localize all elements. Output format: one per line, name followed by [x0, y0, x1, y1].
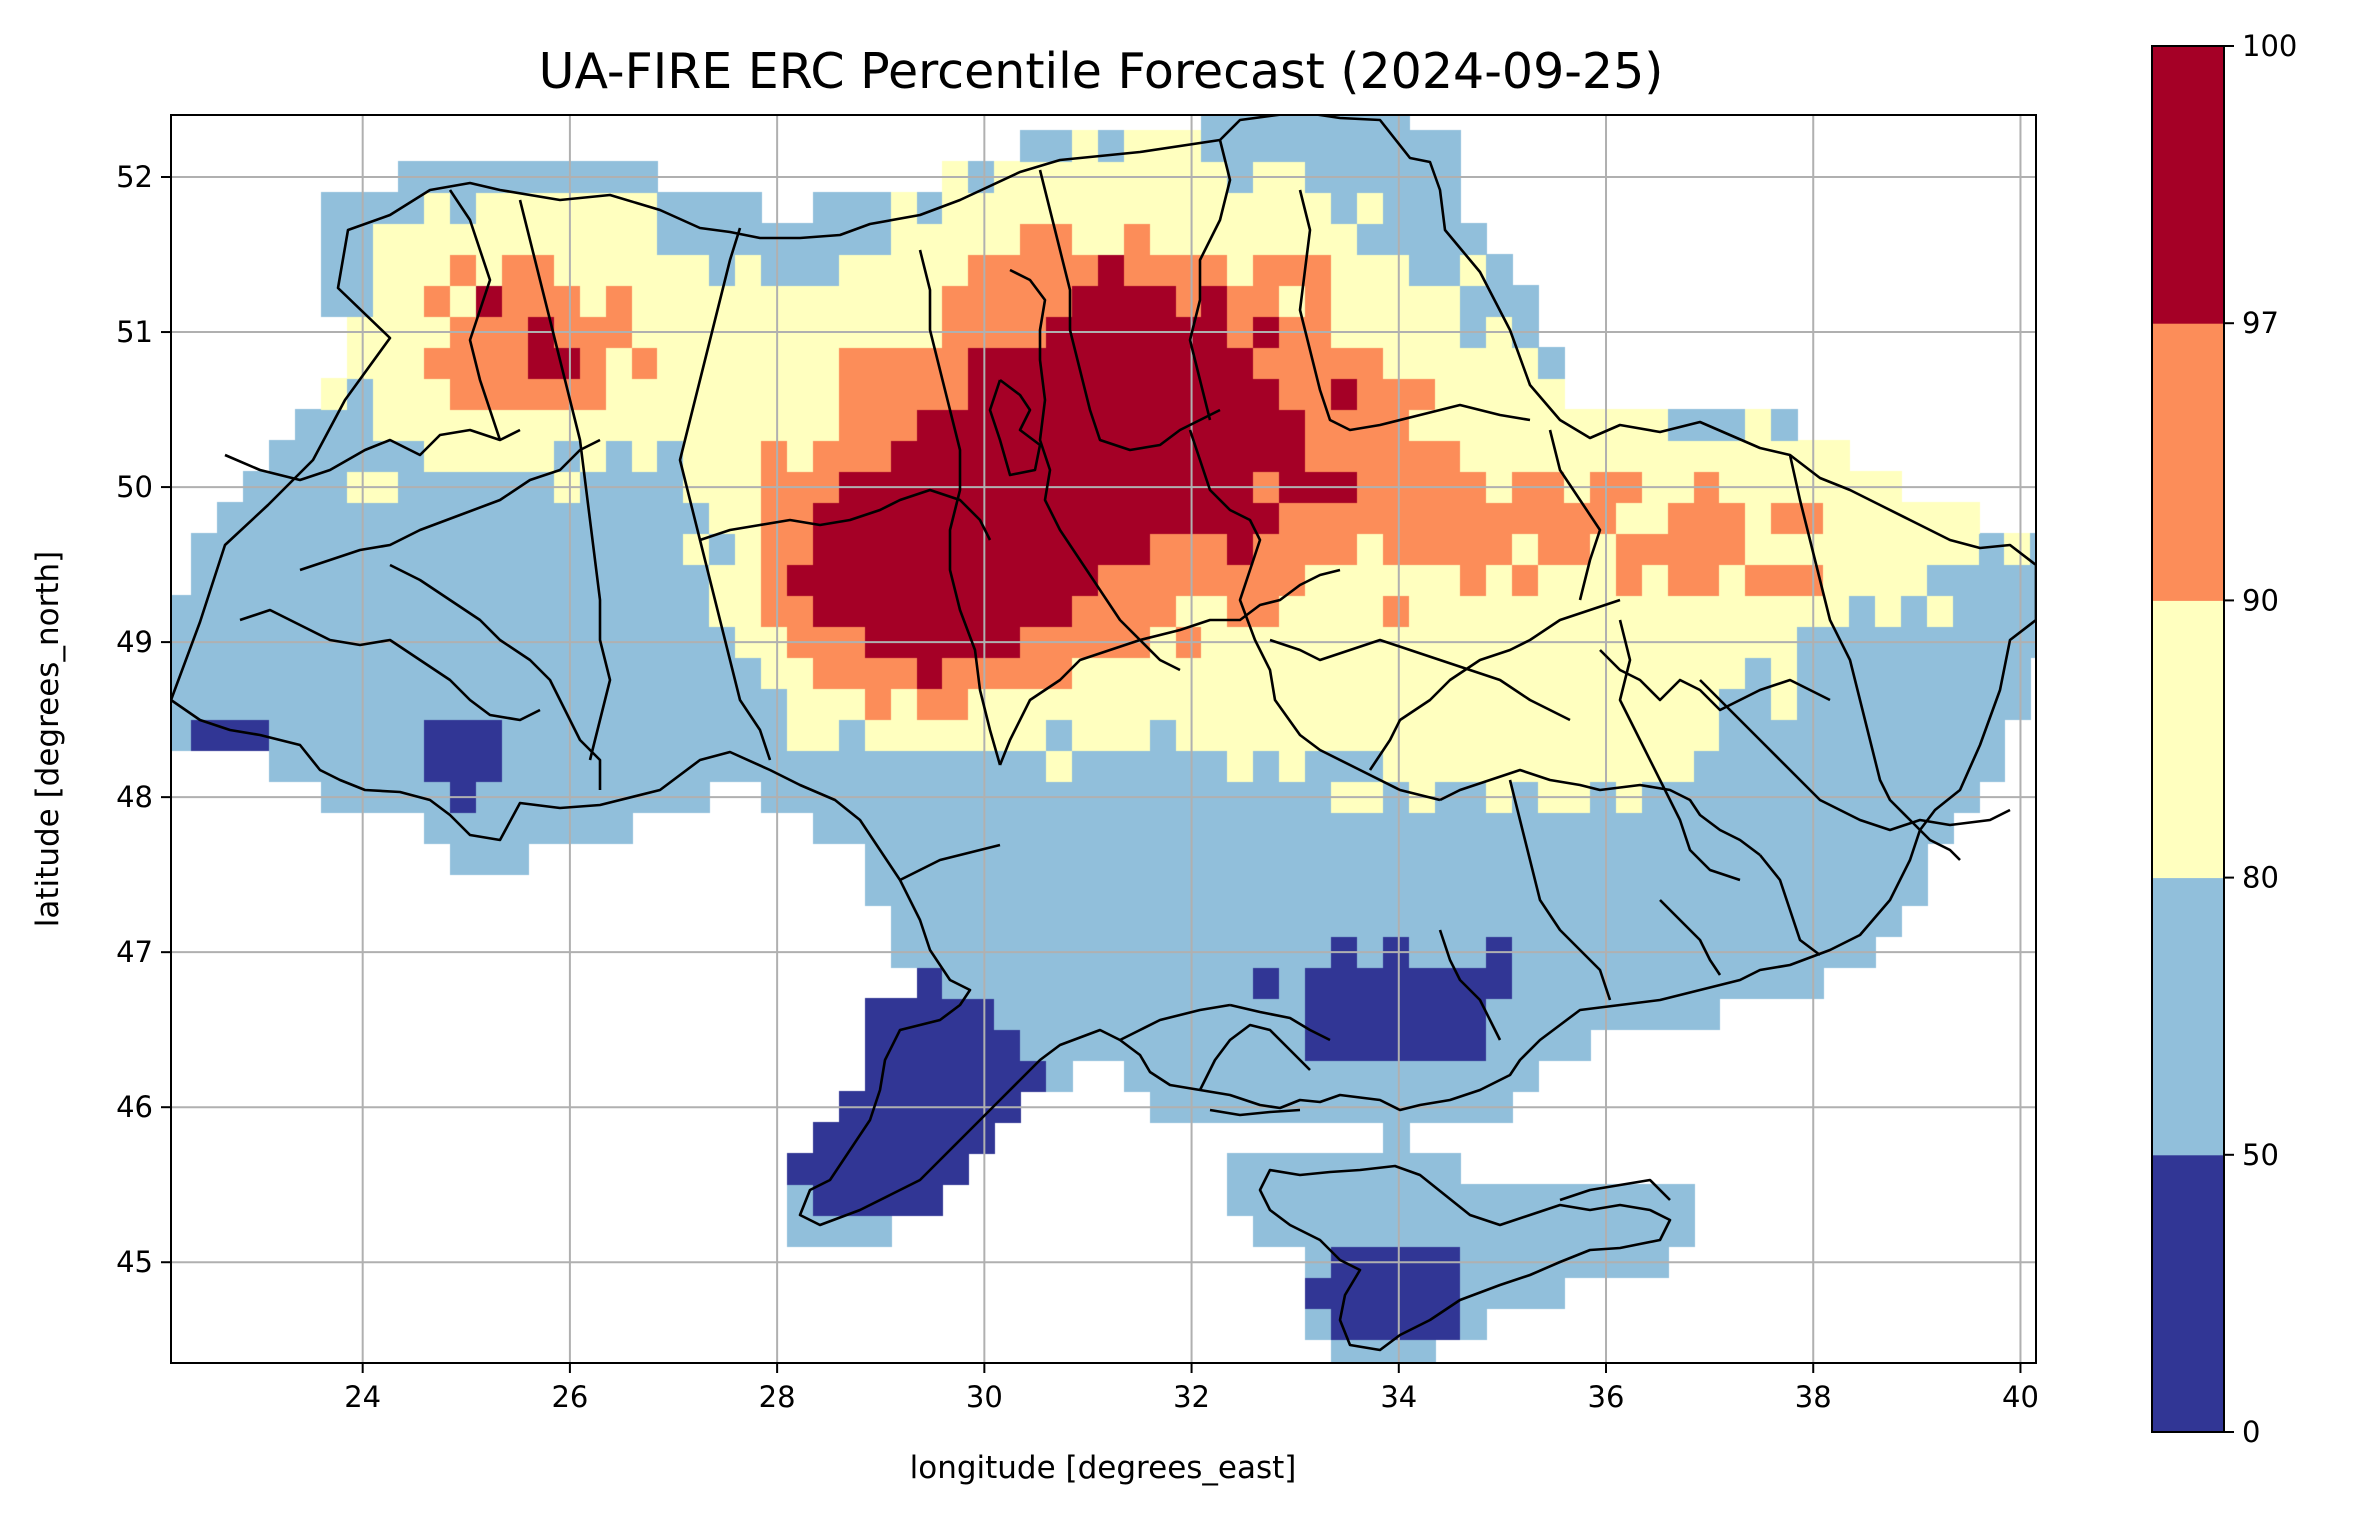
region-border	[1188, 139, 1232, 421]
map-area	[171, 115, 2036, 1363]
x-tick-label: 30	[966, 1380, 1003, 1414]
region-border	[1699, 679, 2011, 832]
region-border	[1788, 454, 1961, 861]
x-tick-label: 32	[1173, 1380, 1210, 1414]
colorbar-tick-label: 80	[2242, 861, 2279, 895]
colorbar-tick-label: 0	[2242, 1415, 2260, 1449]
y-tick-label: 50	[116, 470, 153, 504]
country-outline	[171, 115, 2036, 1227]
region-border	[678, 227, 772, 761]
x-tick-label: 38	[1795, 1380, 1832, 1414]
region-border	[224, 428, 521, 482]
region-border	[1119, 1003, 1231, 1042]
region-border	[1508, 779, 1612, 1001]
region-border	[998, 568, 1341, 766]
colorbar: 0 50 80 90 97 100	[2151, 29, 2297, 1449]
region-border	[699, 488, 992, 542]
region-border	[239, 608, 541, 722]
y-axis-label: latitude [degrees_north]	[30, 551, 66, 927]
y-tick-label: 45	[116, 1245, 153, 1279]
plot-frame	[170, 114, 2037, 1364]
percentile-raster	[171, 115, 2036, 1363]
coastline	[1209, 1108, 1301, 1117]
heatmap-grid	[171, 115, 2036, 1363]
y-axis: 45 46 47 48 49 50 51 52	[116, 160, 171, 1279]
x-axis: 24 26 28 30 32 34 36 38 40	[344, 1363, 2039, 1414]
region-border	[1439, 768, 1761, 857]
colorbar-segment	[2152, 877, 2224, 1156]
region-border	[1269, 638, 1571, 722]
admin-boundaries	[171, 115, 2036, 1352]
region-border	[1438, 929, 1502, 1041]
region-border	[899, 843, 1001, 882]
x-axis-label: longitude [degrees_east]	[910, 1450, 1297, 1486]
x-tick-label: 24	[344, 1380, 381, 1414]
colorbar-tick-label: 90	[2242, 583, 2279, 617]
x-tick-label: 26	[551, 1380, 588, 1414]
region-border	[518, 199, 612, 761]
coastline	[1198, 1023, 1311, 1091]
colorbar-segment	[2152, 1154, 2224, 1433]
x-tick-label: 34	[1380, 1380, 1417, 1414]
y-tick-label: 52	[116, 160, 153, 194]
region-border	[918, 249, 1002, 766]
region-border	[988, 378, 1042, 477]
colorbar-tick-label: 50	[2242, 1138, 2279, 1172]
region-border	[1038, 169, 1221, 452]
y-tick-label: 47	[116, 935, 153, 969]
region-border	[1009, 268, 1181, 672]
region-border	[1599, 649, 1831, 712]
region-border	[1548, 429, 1602, 601]
x-tick-label: 40	[2002, 1380, 2039, 1414]
x-tick-label: 36	[1588, 1380, 1625, 1414]
region-border	[1188, 429, 1441, 802]
colorbar-tick-label: 100	[2242, 29, 2297, 63]
region-border	[448, 189, 502, 441]
colorbar-segment	[2152, 600, 2224, 879]
colorbar-frame	[2151, 45, 2225, 1433]
x-tick-label: 28	[759, 1380, 796, 1414]
y-tick-label: 46	[116, 1090, 153, 1124]
region-border	[1229, 1003, 1331, 1042]
region-border	[389, 563, 602, 790]
colorbar-tick-label: 97	[2242, 306, 2279, 340]
region-border	[1659, 899, 1722, 976]
colorbar-segment	[2152, 46, 2224, 324]
y-tick-label: 51	[116, 315, 153, 349]
region-border	[1368, 598, 1621, 771]
region-border	[299, 438, 601, 572]
map-title: UA-FIRE ERC Percentile Forecast (2024-09…	[539, 43, 1664, 100]
colorbar-segment	[2152, 323, 2224, 601]
gridlines	[171, 115, 2036, 1363]
y-tick-label: 48	[116, 780, 153, 814]
crimea-outline	[1258, 1164, 1672, 1352]
region-border	[1298, 189, 1531, 432]
y-tick-label: 49	[116, 625, 153, 659]
region-border	[1758, 854, 1821, 957]
coastline	[1559, 1178, 1671, 1202]
